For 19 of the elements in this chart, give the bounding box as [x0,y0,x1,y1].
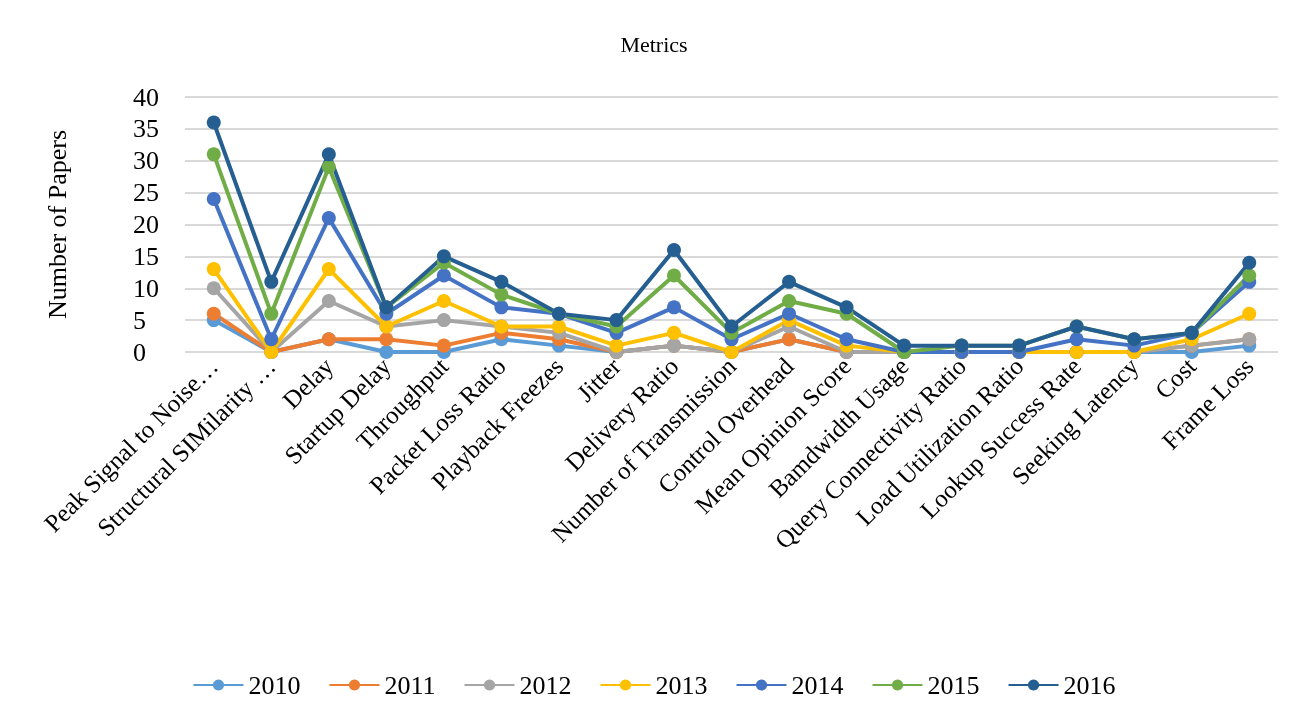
y-tick-label: 35 [133,114,159,144]
y-tick-label: 30 [133,146,159,176]
legend-label: 2012 [519,670,572,700]
chart-title: Metrics [620,31,688,57]
y-tick-label: 10 [133,273,159,303]
y-tick-label: 40 [133,82,159,112]
y-axis-title: Number of Papers [42,129,72,320]
legend-label: 2015 [927,670,980,700]
y-tick-label: 0 [133,337,146,367]
y-tick-label: 5 [133,305,146,335]
legend-label: 2010 [248,670,301,700]
legend-label: 2011 [384,670,436,700]
y-tick-label: 25 [133,178,159,208]
legend-label: 2013 [655,670,708,700]
y-tick-label: 20 [133,210,159,239]
y-tick-label: 15 [133,241,159,271]
x-tick-label: Cost [1149,352,1202,404]
legend-label: 2014 [791,670,844,700]
legend-label: 2016 [1063,670,1116,700]
